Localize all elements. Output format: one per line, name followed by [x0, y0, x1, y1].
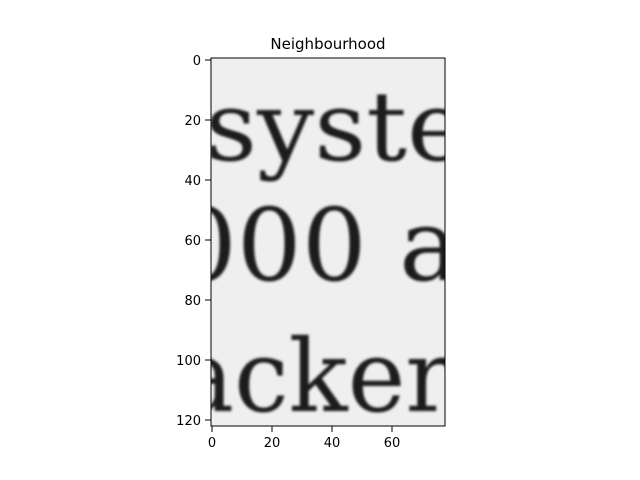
y-tick-label: 0: [193, 54, 201, 69]
y-tick-label: 40: [184, 174, 201, 189]
x-tick-label: 20: [264, 436, 281, 451]
neighbourhood-image: syste 000 a acker: [172, 58, 467, 435]
y-tick-label: 20: [184, 114, 201, 129]
image-text-line-1: syste: [205, 71, 467, 183]
y-axis: 0 20 40 60 80 100 120: [176, 54, 211, 429]
image-background: [211, 58, 445, 426]
y-tick-label: 100: [176, 354, 201, 369]
y-tick-label: 120: [176, 414, 201, 429]
axes-frame: [210, 57, 446, 427]
image-text-line-2: 000 a: [172, 187, 460, 304]
x-tick-label: 0: [208, 436, 216, 451]
x-tick-label: 60: [384, 436, 401, 451]
figure-title: Neighbourhood: [270, 35, 385, 53]
x-axis: 0 20 40 60: [208, 426, 400, 451]
y-tick-label: 60: [184, 234, 201, 249]
image-text-line-3: acker: [176, 318, 452, 435]
y-tick-label: 80: [184, 294, 201, 309]
x-tick-label: 40: [324, 436, 341, 451]
